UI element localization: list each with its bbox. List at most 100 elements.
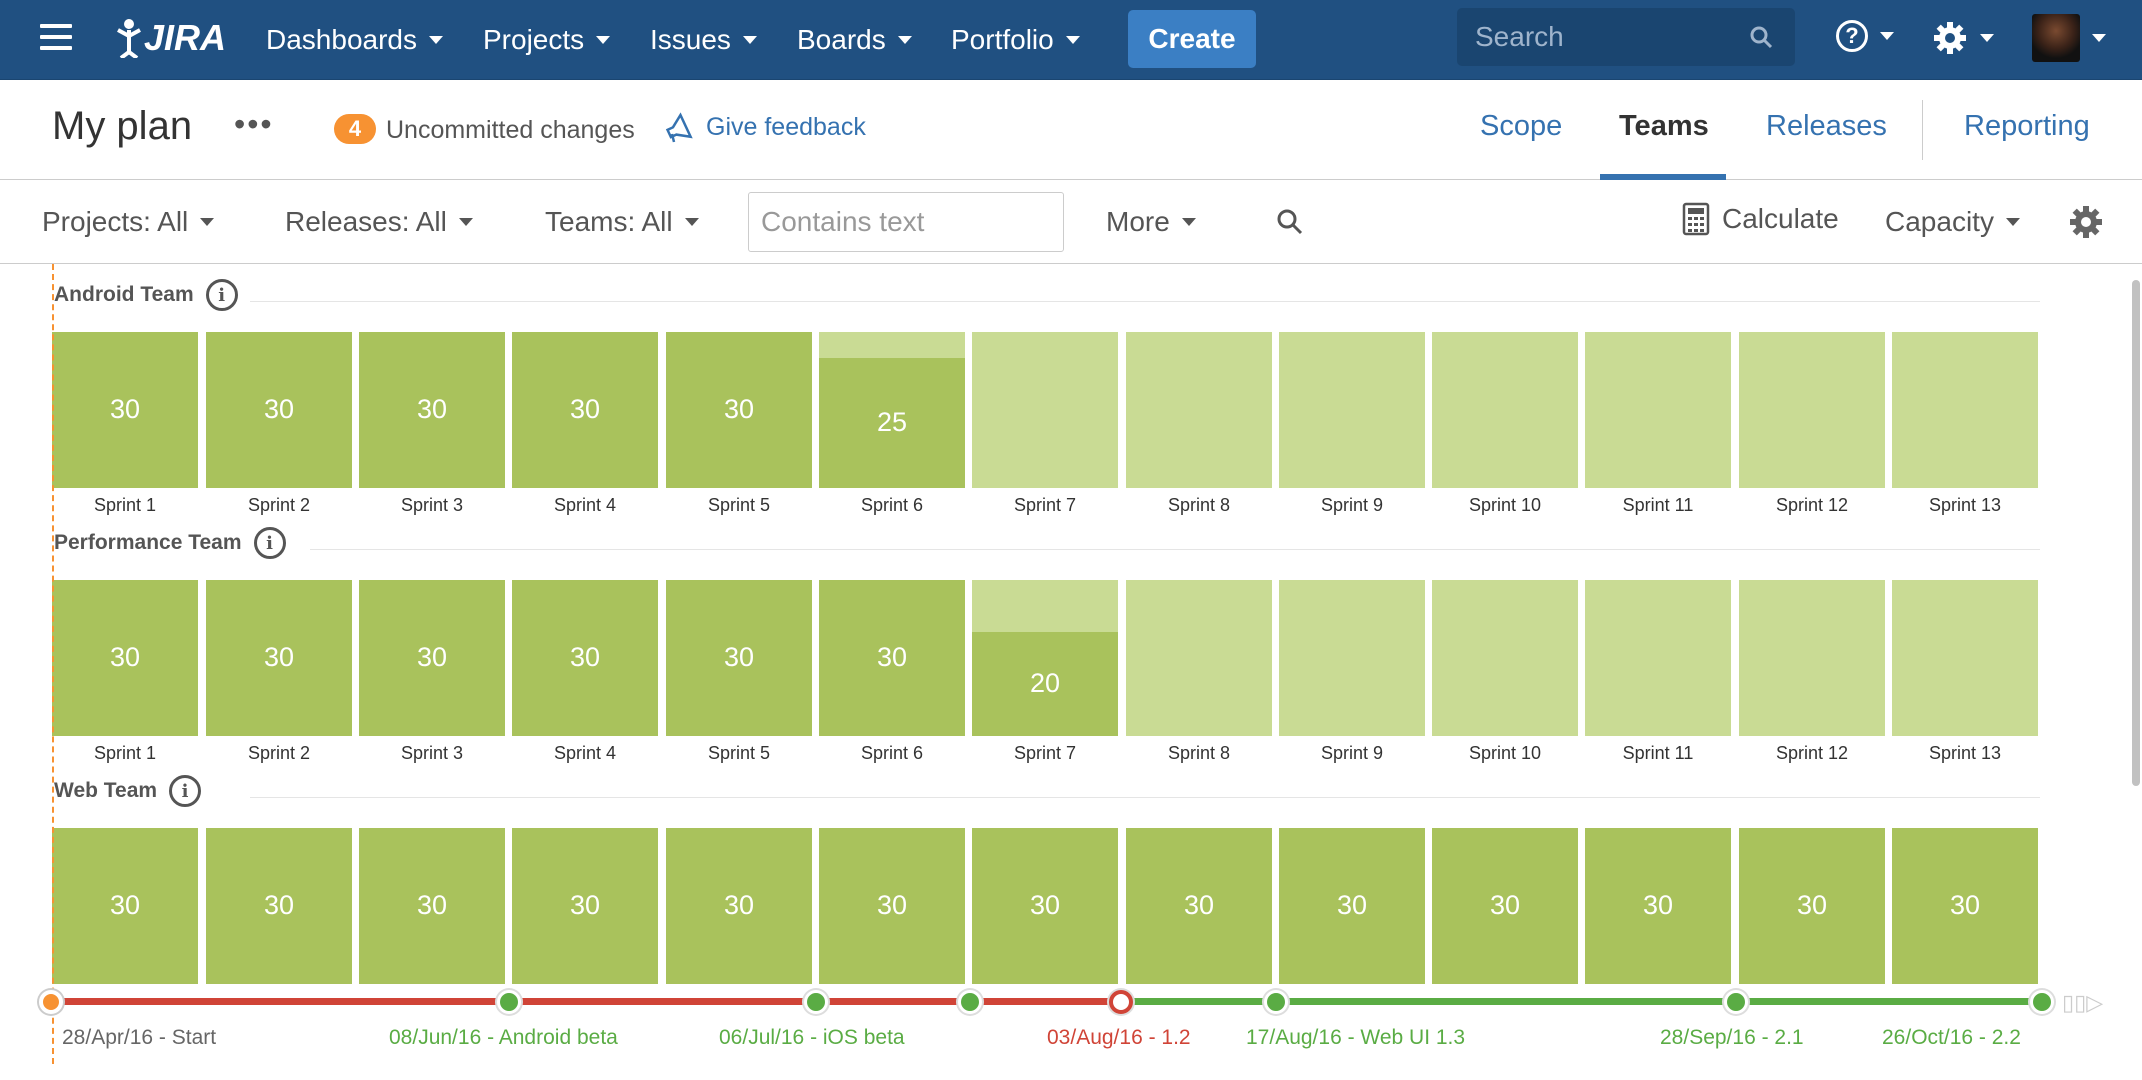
release-label[interactable]: 26/Oct/16 - 2.2: [1882, 1026, 2021, 1049]
jira-logo-icon: [117, 19, 141, 58]
search-box[interactable]: [1457, 8, 1795, 66]
sprint-capacity-box[interactable]: 30: [1739, 828, 1885, 984]
sprint-capacity-box[interactable]: 30: [1585, 828, 1731, 984]
vertical-scrollbar[interactable]: [2132, 280, 2140, 786]
jira-logo[interactable]: JIRA: [114, 16, 226, 60]
release-marker[interactable]: [804, 990, 828, 1014]
capacity-used-fill: [1279, 828, 1425, 984]
sprint-capacity-box[interactable]: 20: [972, 580, 1118, 736]
sprint-capacity-box[interactable]: [1585, 580, 1731, 736]
sprint-capacity-box[interactable]: 30: [666, 828, 812, 984]
release-marker[interactable]: [1724, 990, 1748, 1014]
more-actions-button[interactable]: •••: [234, 106, 274, 142]
help-menu[interactable]: ?: [1836, 20, 1894, 52]
sprint-capacity-box[interactable]: 30: [206, 332, 352, 488]
release-label[interactable]: 08/Jun/16 - Android beta: [389, 1026, 618, 1049]
release-marker[interactable]: [39, 990, 63, 1014]
release-label[interactable]: 28/Apr/16 - Start: [62, 1026, 217, 1049]
release-label[interactable]: 03/Aug/16 - 1.2: [1047, 1026, 1191, 1049]
info-icon[interactable]: i: [253, 527, 286, 559]
timeline-scroll-right-icon[interactable]: ▯▯▷: [2062, 990, 2104, 1015]
sprint-capacity-box[interactable]: [1892, 332, 2038, 488]
info-icon[interactable]: i: [169, 775, 202, 807]
more-filter[interactable]: More: [1106, 206, 1196, 238]
calculate-button[interactable]: Calculate: [1682, 202, 1839, 236]
sprint-capacity-box[interactable]: 30: [512, 332, 658, 488]
sprint-capacity-box[interactable]: [1432, 580, 1578, 736]
gear-icon[interactable]: [2068, 204, 2104, 240]
sprint-capacity-box[interactable]: [1279, 332, 1425, 488]
sprint-capacity-box[interactable]: 30: [1279, 828, 1425, 984]
nav-portfolio[interactable]: Portfolio: [951, 20, 1080, 60]
nav-issues[interactable]: Issues: [650, 20, 757, 60]
nav-boards[interactable]: Boards: [797, 20, 912, 60]
sprint-capacity-box[interactable]: 30: [359, 580, 505, 736]
sprint-capacity-box[interactable]: 30: [1892, 828, 2038, 984]
sprint-capacity-box[interactable]: 30: [206, 828, 352, 984]
sprint-capacity-box[interactable]: 30: [512, 580, 658, 736]
sprint-capacity-box[interactable]: 30: [52, 332, 198, 488]
projects-filter[interactable]: Projects: All: [42, 206, 215, 238]
sprint-capacity-box[interactable]: 30: [52, 828, 198, 984]
user-menu[interactable]: [2032, 14, 2106, 62]
sprint-capacity-box[interactable]: [1126, 332, 1272, 488]
sprint-capacity-box[interactable]: 25: [819, 332, 965, 488]
search-icon[interactable]: [1749, 25, 1773, 49]
release-marker[interactable]: [958, 990, 982, 1014]
sprint-capacity-box[interactable]: 30: [972, 828, 1118, 984]
give-feedback-link[interactable]: Give feedback: [664, 110, 866, 144]
search-icon[interactable]: [1276, 208, 1304, 236]
releases-filter[interactable]: Releases: All: [285, 206, 473, 238]
release-label[interactable]: 17/Aug/16 - Web UI 1.3: [1246, 1026, 1466, 1049]
info-icon[interactable]: i: [205, 279, 238, 311]
capacity-value: 30: [876, 890, 908, 920]
sprint-label: Sprint 9: [1320, 495, 1384, 515]
create-button[interactable]: Create: [1128, 10, 1256, 68]
help-icon: ?: [1836, 20, 1868, 52]
sprint-capacity-box[interactable]: 30: [52, 580, 198, 736]
uncommitted-count-badge[interactable]: 4: [334, 114, 376, 144]
sprint-capacity-box[interactable]: 30: [666, 332, 812, 488]
sprint-capacity-box[interactable]: [1126, 580, 1272, 736]
sprint-capacity-box[interactable]: 30: [819, 580, 965, 736]
sprint-capacity-box[interactable]: 30: [359, 828, 505, 984]
menu-icon[interactable]: [40, 24, 72, 52]
capacity-dropdown[interactable]: Capacity: [1885, 206, 2020, 238]
nav-dashboards[interactable]: Dashboards: [266, 20, 443, 60]
sprint-capacity-box[interactable]: [1279, 580, 1425, 736]
sprint-capacity-box[interactable]: 30: [819, 828, 965, 984]
uncommitted-changes-link[interactable]: Uncommitted changes: [386, 116, 635, 144]
release-marker[interactable]: [1264, 990, 1288, 1014]
sprint-capacity-box[interactable]: [1739, 332, 1885, 488]
sprint-capacity-box[interactable]: 30: [206, 580, 352, 736]
sprint-capacity-box[interactable]: [1739, 580, 1885, 736]
sprint-capacity-box[interactable]: [1892, 580, 2038, 736]
nav-projects[interactable]: Projects: [483, 20, 611, 60]
contains-text-input[interactable]: [748, 192, 1064, 252]
sprint-label: Sprint 2: [247, 743, 311, 763]
sprint-label: Sprint 4: [553, 743, 617, 763]
tab-teams[interactable]: Teams: [1619, 110, 1709, 142]
release-label[interactable]: 06/Jul/16 - iOS beta: [719, 1026, 905, 1049]
tab-reporting[interactable]: Reporting: [1964, 110, 2090, 142]
sprint-capacity-box[interactable]: [972, 332, 1118, 488]
sprint-capacity-box[interactable]: 30: [1126, 828, 1272, 984]
tab-scope[interactable]: Scope: [1480, 110, 1563, 142]
sprint-capacity-box[interactable]: [1585, 332, 1731, 488]
search-input[interactable]: [1475, 21, 1735, 53]
sprint-capacity-box[interactable]: 30: [1432, 828, 1578, 984]
tab-releases[interactable]: Releases: [1766, 110, 1887, 142]
release-marker[interactable]: [497, 990, 521, 1014]
sprint-capacity-box[interactable]: 30: [359, 332, 505, 488]
sprint-capacity-box[interactable]: [1432, 332, 1578, 488]
teams-filter[interactable]: Teams: All: [545, 206, 699, 238]
settings-menu[interactable]: [1932, 20, 1994, 56]
releases-filter-label: Releases: All: [285, 206, 447, 237]
sprint-capacity-box[interactable]: 30: [512, 828, 658, 984]
release-label[interactable]: 28/Sep/16 - 2.1: [1660, 1026, 1804, 1049]
release-marker[interactable]: [2030, 990, 2054, 1014]
capacity-used-fill: [512, 580, 658, 736]
release-marker[interactable]: [1109, 990, 1133, 1014]
team-divider: [310, 549, 2040, 550]
sprint-capacity-box[interactable]: 30: [666, 580, 812, 736]
